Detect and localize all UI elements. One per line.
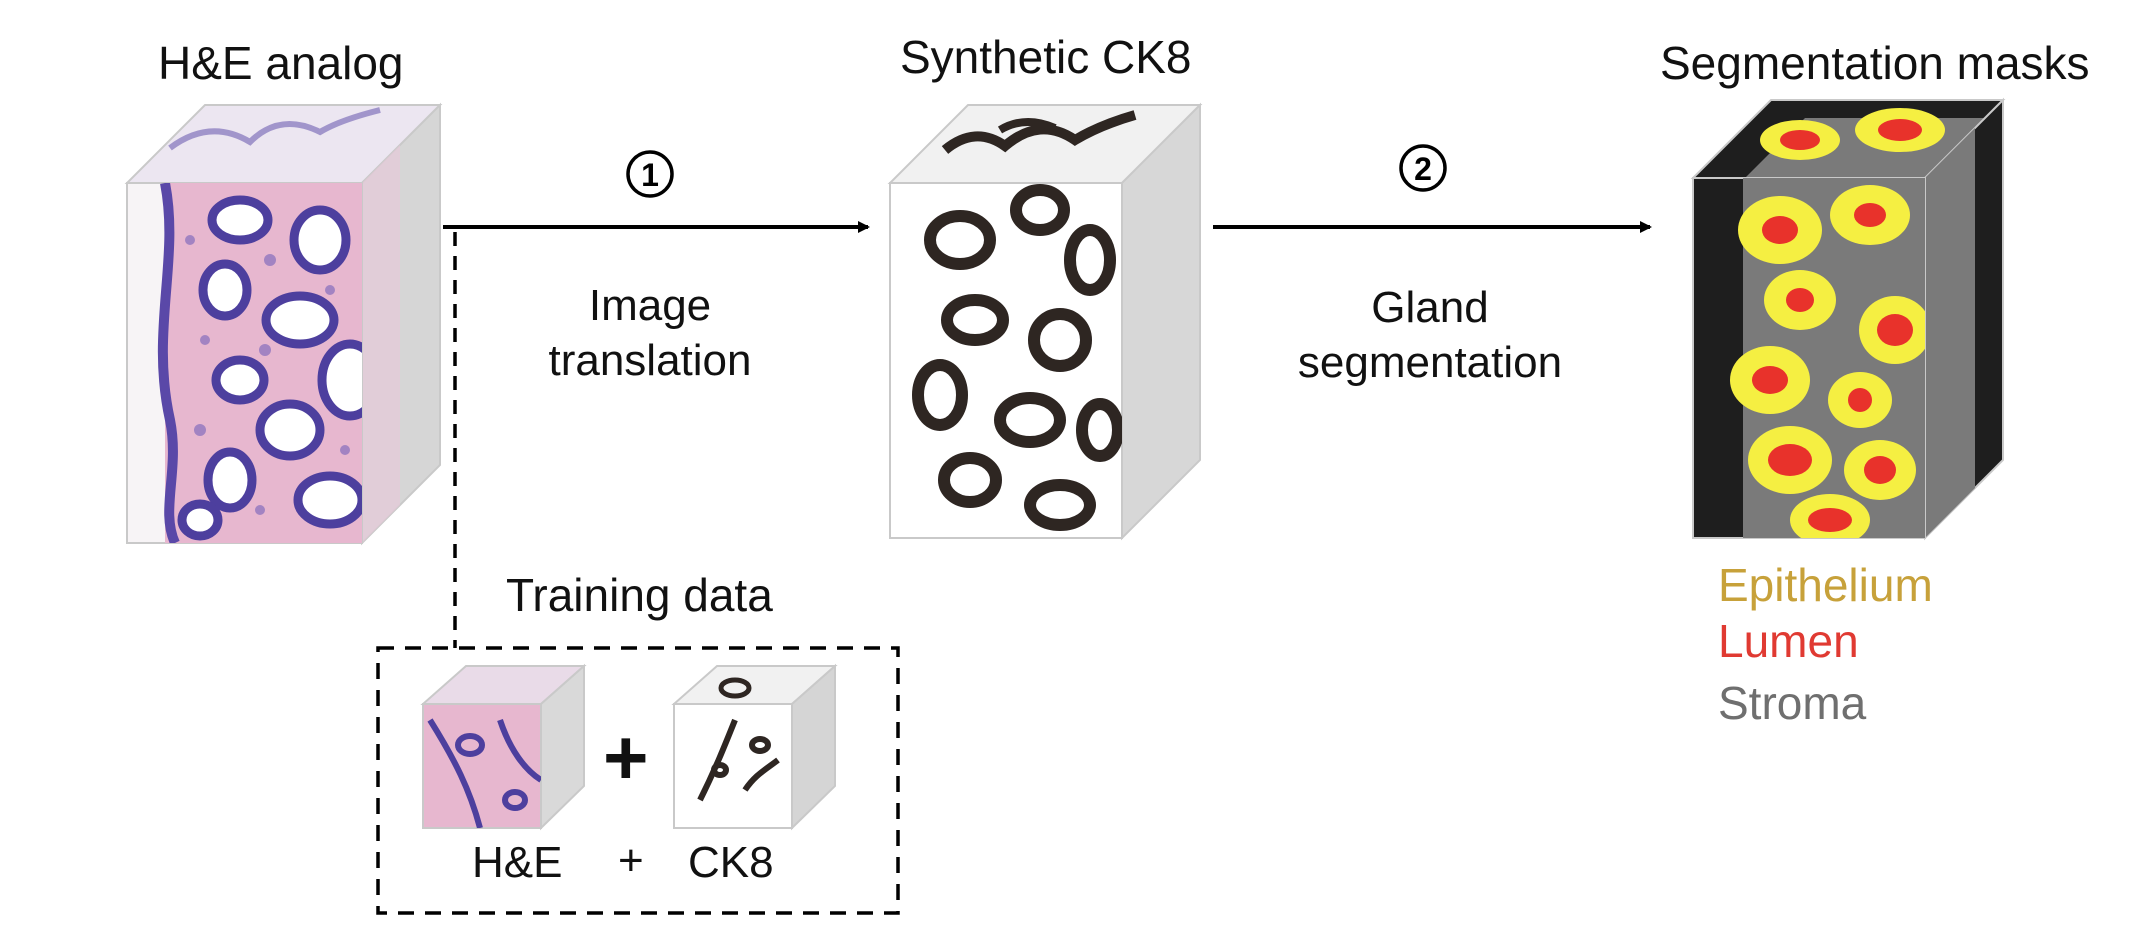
step2-line2: segmentation <box>1297 338 1563 387</box>
he-analog-title: H&E analog <box>158 37 404 89</box>
training-he-cube <box>420 663 587 831</box>
step1-number-badge: 1 <box>626 150 674 198</box>
training-plus-big: + <box>603 713 649 801</box>
step2-number-badge: 2 <box>1399 144 1447 192</box>
training-ck8-label: CK8 <box>688 838 774 887</box>
synthetic-ck8-title: Synthetic CK8 <box>900 31 1192 83</box>
step1-line2: translation <box>548 336 752 385</box>
step2-number: 2 <box>1414 151 1432 187</box>
training-data-title: Training data <box>506 569 773 621</box>
segmentation-masks-title: Segmentation masks <box>1660 37 2090 89</box>
training-plus-small: + <box>618 836 644 885</box>
legend-lumen: Lumen <box>1718 615 1859 667</box>
step2-line1: Gland <box>1371 283 1489 332</box>
training-ck8-cube <box>671 663 838 831</box>
he-analog-cube <box>124 102 443 546</box>
synthetic-ck8-cube <box>887 102 1203 541</box>
step1-number: 1 <box>641 157 659 193</box>
training-he-label: H&E <box>472 838 563 887</box>
legend-stroma: Stroma <box>1718 677 1867 729</box>
step1-line1: Image <box>588 281 712 330</box>
step1-label: Image translation <box>530 278 770 388</box>
step2-label: Gland segmentation <box>1270 280 1590 390</box>
legend-epithelium: Epithelium <box>1718 559 1933 611</box>
segmentation-masks-cube <box>1690 97 2006 541</box>
